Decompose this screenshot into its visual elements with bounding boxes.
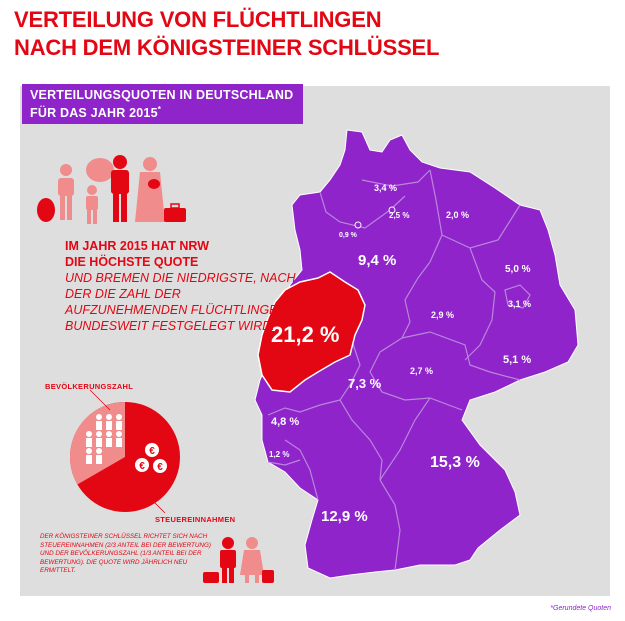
headline-text: IM JAHR 2015 HAT NRW DIE HÖCHSTE QUOTE U… — [65, 238, 305, 334]
pie-chart: € € € — [70, 389, 180, 514]
label-nordrhein-westfalen: 21,2 % — [271, 322, 340, 347]
svg-text:€: € — [157, 462, 163, 473]
label-thueringen: 2,7 % — [410, 366, 434, 376]
label-sachsen: 5,1 % — [503, 354, 532, 366]
title-line-2: NACH DEM KÖNIGSTEINER SCHLÜSSEL — [14, 35, 440, 60]
label-berlin: 3,1 % — [508, 299, 532, 309]
hamburg-marker — [388, 206, 396, 214]
footnote: DER KÖNIGSTEINER SCHLÜSSEL RICHTET SICH … — [40, 533, 211, 575]
bremen-marker — [354, 221, 362, 229]
label-sachsen-anhalt: 2,9 % — [431, 310, 455, 320]
person-icons — [86, 414, 122, 464]
berlin-shape — [504, 284, 531, 309]
svg-text:€: € — [139, 461, 145, 472]
label-hamburg: 2,5 % — [389, 211, 410, 220]
suitcase-icon — [164, 203, 186, 222]
page-title: VERTEILUNG VON FLÜCHTLINGEN NACH DEM KÖN… — [14, 6, 614, 62]
label-hessen: 7,3 % — [348, 376, 382, 391]
label-baden-wuerttemberg: 12,9 % — [321, 508, 368, 525]
label-bayern: 15,3 % — [430, 454, 480, 471]
tax-label-line — [149, 497, 166, 514]
label-saarland: 1,2 % — [269, 450, 290, 459]
headline-rest: UND BREMEN DIE NIEDRIGSTE, NACH DER DIE … — [65, 271, 296, 333]
label-brandenburg: 5,0 % — [505, 264, 531, 275]
pop-label-line — [89, 389, 111, 411]
label-rheinland-pfalz: 4,8 % — [271, 416, 300, 428]
rounded-note: *Gerundete Quoten — [550, 605, 611, 612]
subtitle-box: VERTEILUNGSQUOTEN IN DEUTSCHLAND FÜR DAS… — [22, 84, 304, 125]
svg-text:€: € — [149, 446, 155, 457]
headline-bold-1: IM JAHR 2015 HAT NRW — [65, 239, 210, 253]
label-bremen: 0,9 % — [339, 232, 357, 239]
subtitle-line-1: VERTEILUNGSQUOTEN IN DEUTSCHLAND — [30, 88, 294, 102]
nrw-shape — [257, 271, 366, 393]
couple-icon — [203, 537, 274, 583]
family-icon — [37, 155, 165, 224]
tax-label: STEUEREINNAHMEN — [155, 515, 236, 524]
label-schleswig-holstein: 3,4 % — [374, 183, 398, 193]
population-label: BEVÖLKERUNGSZAHL — [45, 382, 134, 391]
subtitle-line-2-text: FÜR DAS JAHR 2015 — [30, 105, 158, 120]
euro-icons: € € € — [135, 443, 167, 473]
label-niedersachsen: 9,4 % — [358, 252, 397, 269]
subtitle-asterisk: * — [157, 104, 162, 114]
subtitle-line-2: FÜR DAS JAHR 2015* — [30, 103, 293, 121]
headline-bold-2: DIE HÖCHSTE QUOTE — [65, 255, 199, 269]
label-mecklenburg-vorpommern: 2,0 % — [446, 210, 470, 220]
title-line-1: VERTEILUNG VON FLÜCHTLINGEN — [14, 7, 382, 32]
state-borders — [267, 169, 521, 571]
